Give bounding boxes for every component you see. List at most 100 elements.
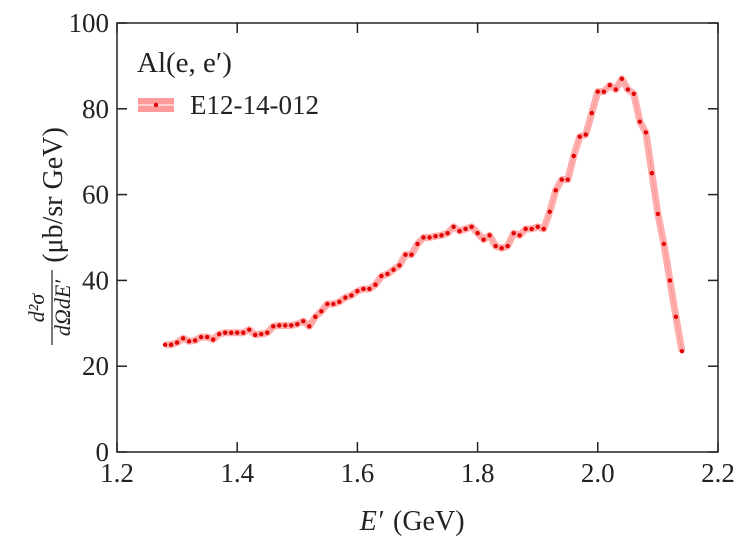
data-point [222,330,228,335]
data-point [583,132,588,137]
plot-frame [116,22,719,453]
data-point [565,177,570,182]
data-point [469,224,474,229]
data-point [277,323,282,328]
data-point [559,177,564,182]
data-point [367,286,372,292]
data-point [421,235,426,240]
legend-label: E12-14-012 [190,90,319,120]
x-tick-label: 2.2 [701,458,735,488]
data-point [216,331,222,337]
data-point [529,226,534,232]
data-point [607,83,613,88]
data-point [535,224,540,229]
x-tick-label: 1.2 [100,458,134,488]
data-point [331,301,336,307]
data-point [295,321,300,327]
x-label-units: (GeV) [393,506,465,537]
data-point [493,243,498,249]
data-point [505,243,510,249]
data-point [445,231,450,236]
y-tick-label: 40 [82,265,109,295]
x-tick-label: 1.8 [461,458,495,488]
legend-title: Al(e, e′) [137,47,232,79]
data-point [655,211,661,217]
data-point [409,252,414,257]
data-point [247,327,252,332]
data-point [343,295,348,300]
data-point [625,87,631,92]
data-point [553,188,558,193]
data-point [391,267,396,272]
data-point [439,233,444,238]
data-point [271,324,276,329]
data-point [337,299,342,305]
data-point [204,334,210,340]
data-point [667,278,673,283]
y-tick-label: 0 [96,437,110,467]
data-point [403,252,408,257]
data-point [499,246,504,251]
data-point [168,342,174,347]
y-tick-label: 20 [82,351,109,381]
data-point [235,330,240,335]
data-point [307,324,312,329]
data-point [259,331,264,337]
data-point [595,89,600,94]
data-point [379,273,384,279]
data-point [186,339,192,344]
legend-marker [153,102,159,108]
y-tick-label: 60 [82,180,109,210]
data-point [198,334,204,340]
data-point [457,228,462,234]
data-point [313,314,318,320]
y-tick-label: 80 [82,94,109,124]
data-point [355,288,360,294]
x-tick-label: 2.0 [581,458,615,488]
data-point [517,233,522,238]
data-point [601,89,607,94]
data-point [523,226,528,232]
data-point [192,338,198,343]
data-point [349,293,354,298]
data-point [361,286,366,292]
data-point [180,336,186,341]
data-point [415,241,420,247]
data-point [661,241,667,247]
data-point [397,263,402,268]
data-point [619,76,625,81]
data-point [487,233,492,238]
data-point [511,231,516,236]
data-point [385,271,390,277]
data-point [325,301,330,307]
data-point [577,134,582,139]
data-point [673,314,679,320]
data-point [228,330,234,335]
data-point [547,209,552,214]
data-point [643,130,649,135]
data-point [475,231,480,236]
data-point [433,234,438,239]
data-point [210,337,216,342]
data-point [631,91,637,96]
data-point [265,330,270,335]
data-point [427,235,432,240]
y-axis-label: d²σ dΩdE′ (μb/sr GeV) [24,127,75,345]
data-point [649,170,655,176]
data-point [637,119,643,124]
y-label-denominator: dΩdE′ [50,279,75,336]
data-point [541,226,546,232]
data-point [174,340,180,345]
data-point [589,110,594,116]
y-label-units: (μb/sr GeV) [38,127,69,263]
data-point [451,224,456,229]
data-point [571,153,576,159]
data-point [373,282,378,287]
data-point [679,348,685,354]
x-tick-label: 1.4 [220,458,254,488]
x-label-symbol: E′ [359,506,384,537]
data-point [283,323,288,328]
data-point [481,237,486,242]
